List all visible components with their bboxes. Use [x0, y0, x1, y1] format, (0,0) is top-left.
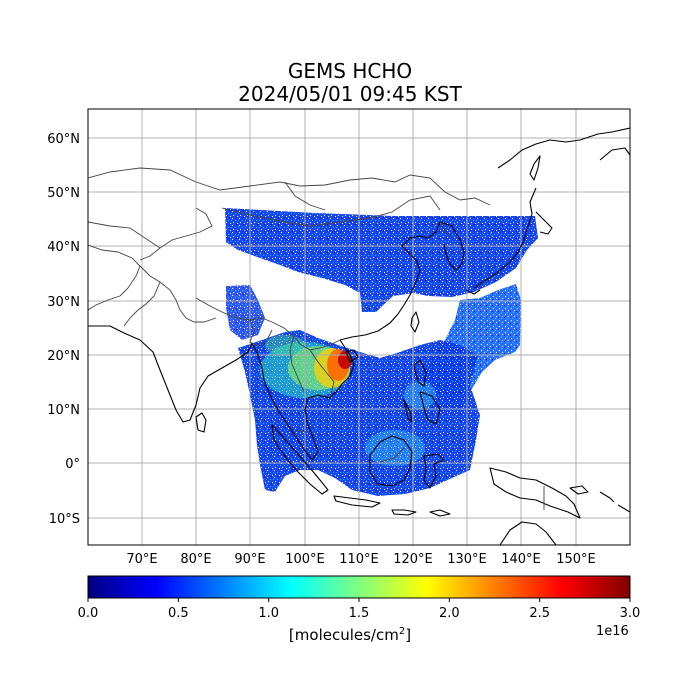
- lat-tick-0: 0°: [65, 457, 80, 472]
- hcho-data-field: [225, 208, 538, 496]
- colorbar: [87, 575, 631, 599]
- lat-tick-labels: 60°N 50°N 40°N 30°N 20°N 10°N 0° 10°S: [47, 132, 80, 527]
- lon-tick-110: 110°E: [339, 552, 379, 567]
- lat-tick-10s: 10°S: [49, 512, 80, 527]
- hcho-hotspot-philippines: [404, 381, 436, 409]
- lat-tick-10n: 10°N: [47, 403, 80, 418]
- hcho-swath-tibet: [226, 285, 265, 340]
- colorbar-exponent: 1e16: [596, 624, 629, 639]
- hcho-hotspot-red: [338, 351, 352, 369]
- coastlines: [88, 127, 630, 545]
- lon-tick-70: 70°E: [126, 552, 157, 567]
- lat-tick-20n: 20°N: [47, 349, 80, 364]
- lat-tick-40n: 40°N: [47, 240, 80, 255]
- map-title: GEMS HCHO: [287, 59, 413, 83]
- map-frame: [87, 108, 631, 546]
- cb-tick-6: 3.0: [620, 606, 641, 621]
- lat-tick-60n: 60°N: [47, 132, 80, 147]
- lon-tick-130: 130°E: [447, 552, 487, 567]
- colorbar-unit-label: [molecules/cm2]: [0, 626, 700, 644]
- lon-tick-100: 100°E: [285, 552, 325, 567]
- unit-suffix: ]: [405, 626, 412, 644]
- country-borders: [88, 167, 545, 510]
- lat-tick-50n: 50°N: [47, 186, 80, 201]
- lon-tick-150: 150°E: [556, 552, 596, 567]
- lon-tick-120: 120°E: [393, 552, 433, 567]
- cb-tick-5: 2.5: [529, 606, 550, 621]
- hcho-hotspot-borneo: [365, 430, 425, 466]
- colorbar-tick-labels: 0.0 0.5 1.0 1.5 2.0 2.5 3.0: [78, 606, 641, 621]
- lon-tick-90: 90°E: [234, 552, 265, 567]
- hcho-hotspot-yunnan: [265, 335, 305, 355]
- cb-tick-1: 0.5: [168, 606, 189, 621]
- lon-tick-labels: 70°E 80°E 90°E 100°E 110°E 120°E 130°E 1…: [126, 552, 595, 567]
- cb-tick-3: 1.5: [349, 606, 370, 621]
- hcho-swath-north: [225, 208, 538, 312]
- graticule: [88, 109, 630, 545]
- cb-tick-4: 2.0: [439, 606, 460, 621]
- unit-prefix: [molecules/cm: [288, 626, 399, 644]
- lon-tick-140: 140°E: [501, 552, 541, 567]
- map-subtitle-datetime: 2024/05/01 09:45 KST: [238, 82, 462, 106]
- lon-tick-80: 80°E: [180, 552, 211, 567]
- unit-exponent: 2: [398, 626, 406, 637]
- lat-tick-30n: 30°N: [47, 295, 80, 310]
- colorbar-ticks: [87, 598, 631, 602]
- cb-tick-2: 1.0: [258, 606, 279, 621]
- cb-tick-0: 0.0: [78, 606, 99, 621]
